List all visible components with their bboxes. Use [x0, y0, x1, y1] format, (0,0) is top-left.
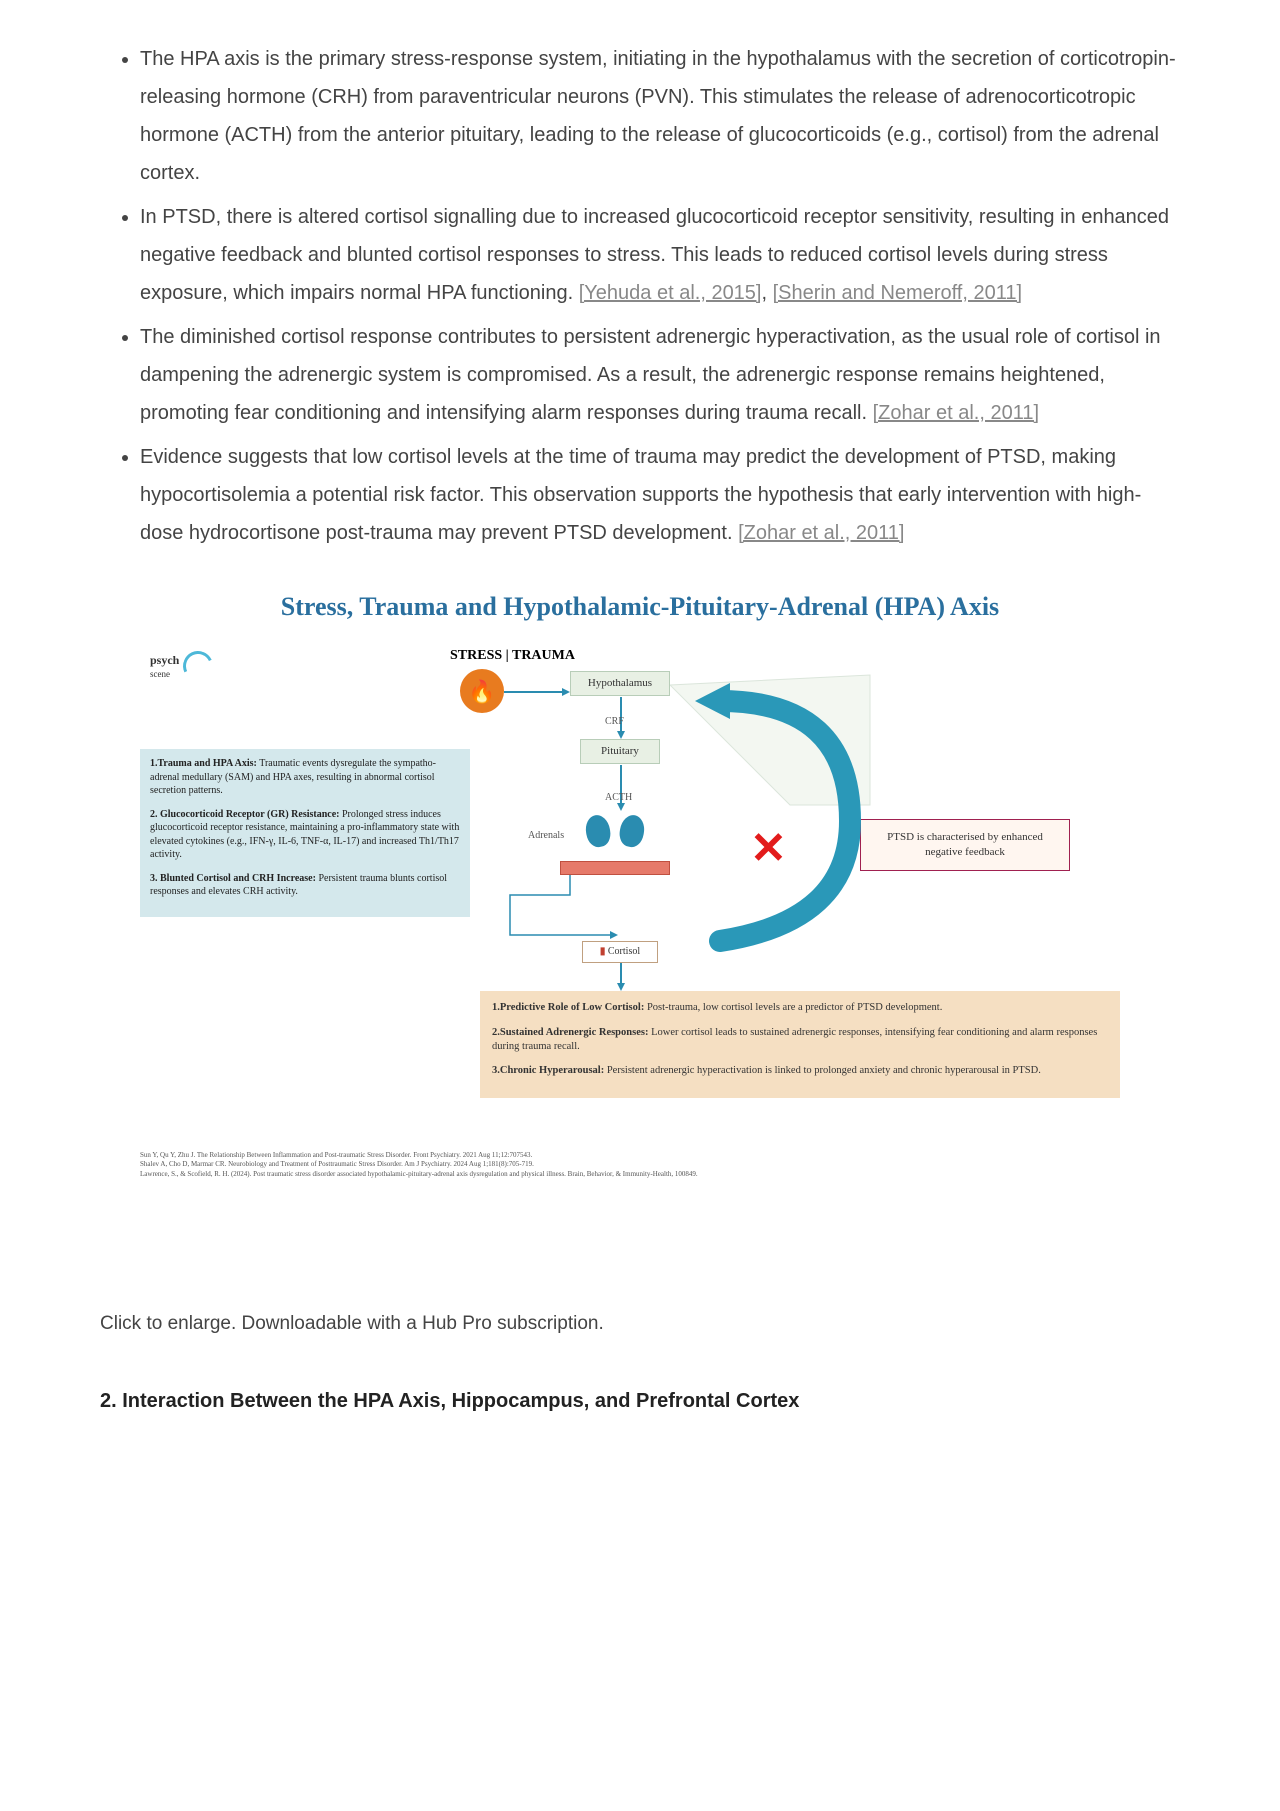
bottom-info-block: 1.Predictive Role of Low Cortisol: Post-…: [480, 991, 1120, 1098]
reference-link[interactable]: [Yehuda et al., 2015]: [579, 282, 762, 304]
cortisol-label: Cortisol: [608, 946, 640, 957]
feedback-arrow-icon: [680, 681, 870, 961]
stress-trauma-label: STRESS | TRAUMA: [450, 647, 575, 666]
fire-icon: 🔥: [460, 669, 504, 713]
bullet-item: Evidence suggests that low cortisol leve…: [140, 438, 1180, 552]
adrenals-icon: [580, 811, 650, 856]
adrenal-bar-icon: [560, 861, 670, 875]
bottom-p2-title: 2.Sustained Adrenergic Responses:: [492, 1027, 648, 1038]
bottom-p1-text: Post-trauma, low cortisol levels are a p…: [644, 1002, 942, 1013]
reference-link[interactable]: [Sherin and Nemeroff, 2011]: [773, 282, 1022, 304]
figure-caption: Click to enlarge. Downloadable with a Hu…: [100, 1306, 1180, 1342]
arrow-icon: [504, 687, 574, 697]
small-ref-line: Shalev A, Cho D, Marmar CR. Neurobiology…: [140, 1160, 698, 1169]
hypothalamus-node: Hypothalamus: [570, 671, 670, 696]
diagram-container[interactable]: Stress, Trauma and Hypothalamic-Pituitar…: [100, 582, 1180, 1281]
bottom-p1-title: 1.Predictive Role of Low Cortisol:: [492, 1002, 644, 1013]
arrow-icon: [616, 963, 626, 991]
ptsd-feedback-box: PTSD is characterised by enhanced negati…: [860, 819, 1070, 871]
ref-separator: ,: [762, 282, 773, 304]
cortisol-node: ▮ Cortisol: [582, 941, 658, 963]
bottom-p3-text: Persistent adrenergic hyperactivation is…: [604, 1065, 1041, 1076]
left-p3-title: 3. Blunted Cortisol and CRH Increase:: [150, 873, 316, 884]
bottom-p3-title: 3.Chronic Hyperarousal:: [492, 1065, 604, 1076]
small-ref-line: Sun Y, Qu Y, Zhu J. The Relationship Bet…: [140, 1151, 698, 1160]
bullet-text: The HPA axis is the primary stress-respo…: [140, 48, 1176, 184]
bullet-text: Evidence suggests that low cortisol leve…: [140, 446, 1141, 544]
hpa-axis-diagram: psych scene STRESS | TRAUMA 🔥 Hypothalam…: [140, 641, 1140, 1281]
logo-subtext: scene: [150, 668, 179, 680]
small-ref-line: Lawrence, S., & Scofield, R. H. (2024). …: [140, 1170, 698, 1179]
left-p1-title: 1.Trauma and HPA Axis:: [150, 758, 257, 769]
adrenals-label: Adrenals: [528, 829, 564, 843]
diagram-references: Sun Y, Qu Y, Zhu J. The Relationship Bet…: [140, 1151, 698, 1178]
reference-link[interactable]: [Zohar et al., 2011]: [873, 402, 1039, 424]
diagram-title: Stress, Trauma and Hypothalamic-Pituitar…: [100, 582, 1180, 631]
bullet-item: In PTSD, there is altered cortisol signa…: [140, 198, 1180, 312]
crf-label: CRF: [605, 715, 624, 729]
arrow-icon: [510, 875, 630, 945]
logo-swirl-icon: [179, 647, 217, 685]
bullet-item: The diminished cortisol response contrib…: [140, 318, 1180, 432]
bullet-list: The HPA axis is the primary stress-respo…: [100, 40, 1180, 552]
logo-text: psych: [150, 652, 179, 668]
psychscene-logo: psych scene: [150, 651, 213, 681]
reference-link[interactable]: [Zohar et al., 2011]: [738, 522, 904, 544]
left-p2-title: 2. Glucocorticoid Receptor (GR) Resistan…: [150, 809, 340, 820]
left-info-block: 1.Trauma and HPA Axis: Traumatic events …: [140, 749, 470, 917]
acth-label: ACTH: [605, 791, 632, 805]
pituitary-node: Pituitary: [580, 739, 660, 764]
bullet-item: The HPA axis is the primary stress-respo…: [140, 40, 1180, 192]
section-heading: 2. Interaction Between the HPA Axis, Hip…: [100, 1382, 1180, 1420]
